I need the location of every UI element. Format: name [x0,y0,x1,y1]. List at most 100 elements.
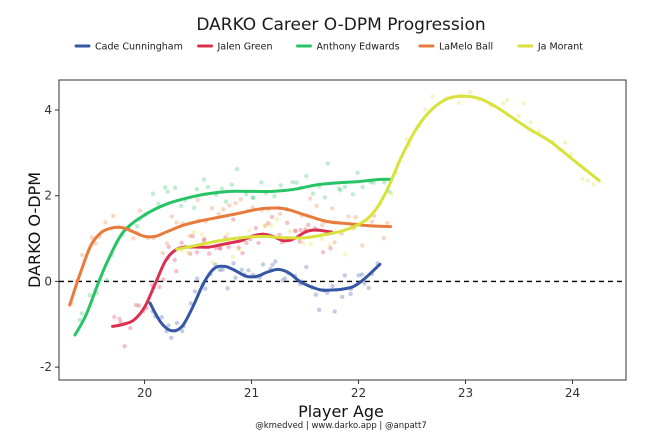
data-point [174,320,180,326]
data-point [223,199,229,204]
data-point [319,236,324,242]
data-point [362,281,367,286]
data-point [179,240,184,246]
data-point [325,161,330,166]
y-tick-label-4: 4 [44,103,52,117]
data-point [317,307,322,312]
data-point [389,191,394,197]
data-point [201,238,206,243]
x-tick-label-21: 21 [244,386,259,400]
data-point [246,268,251,273]
data-point [80,252,85,258]
data-point [322,195,328,200]
data-point [169,335,174,340]
data-point [297,239,302,244]
data-point [298,227,303,233]
data-point [103,220,108,225]
data-point [585,178,591,183]
x-tick-label-23: 23 [458,386,473,400]
data-point [185,250,191,255]
legend-item-ja-morant: Ja Morant [517,42,583,53]
data-point [172,257,177,263]
x-axis-title: Player Age [298,402,384,421]
data-point [314,203,319,208]
data-point [269,214,275,220]
legend-label: Ja Morant [537,42,583,53]
data-point [220,267,225,272]
data-point [159,315,164,320]
data-point [209,206,215,211]
data-point [310,191,316,196]
trend-line-ja-morant [175,94,601,251]
data-point [260,262,266,267]
x-tick-label-20: 20 [137,386,152,400]
trend-line-lamelo-ball [68,206,393,307]
data-point [332,240,337,245]
data-point [528,120,533,125]
data-point [278,183,283,188]
data-point [468,89,473,95]
data-point [164,241,170,246]
data-point [259,180,264,185]
data-point [247,228,252,233]
data-point [342,273,347,278]
data-point [404,137,410,142]
trend-line-cade-cunningham [148,262,382,333]
data-point [161,277,166,282]
data-point [294,180,299,185]
data-point [360,184,365,190]
data-point [353,214,358,220]
data-point [169,214,174,219]
data-point [225,231,231,236]
data-point [117,316,122,321]
data-point [569,152,574,157]
data-point [256,240,261,246]
data-point [128,325,133,331]
data-point [218,246,223,251]
data-point [350,192,355,197]
data-point [201,177,207,182]
data-point [111,213,116,219]
data-point [233,275,238,280]
data-point [89,235,95,240]
data-point [369,219,375,224]
data-point [521,101,526,106]
data-point [188,301,193,306]
legend-item-cade-cunningham: Cade Cunningham [74,42,183,53]
data-point [332,309,337,314]
data-point [194,187,200,192]
legend-item-anthony-edwards: Anthony Edwards [295,42,400,53]
data-point [191,205,197,210]
data-point [162,185,168,190]
data-point [355,170,360,175]
caption: @kmedved | www.darko.app | @anpatt7 [255,421,427,431]
data-point [282,276,288,281]
data-point [381,236,386,241]
data-point [180,328,185,334]
data-point [122,344,127,349]
data-point [135,224,140,229]
data-point [328,246,333,251]
y-tick-label-2: 2 [44,189,52,203]
data-point [217,246,222,251]
points-lamelo-ball [69,196,390,306]
legend-item-jalen-green: Jalen Green [197,42,272,53]
data-point [313,292,319,297]
x-tick-label-22: 22 [351,386,366,400]
chart-title: DARKO Career O-DPM Progression [196,15,485,35]
data-point [330,206,335,211]
data-point [580,176,585,182]
data-point [277,211,283,216]
data-point [280,278,285,283]
data-point [356,273,361,278]
data-point [87,292,93,298]
data-point [359,272,365,277]
data-point [174,269,179,274]
data-point [382,180,387,185]
data-point [112,314,117,320]
data-point [188,251,193,256]
data-point [194,250,200,255]
data-point [174,220,179,225]
data-point [501,101,506,106]
